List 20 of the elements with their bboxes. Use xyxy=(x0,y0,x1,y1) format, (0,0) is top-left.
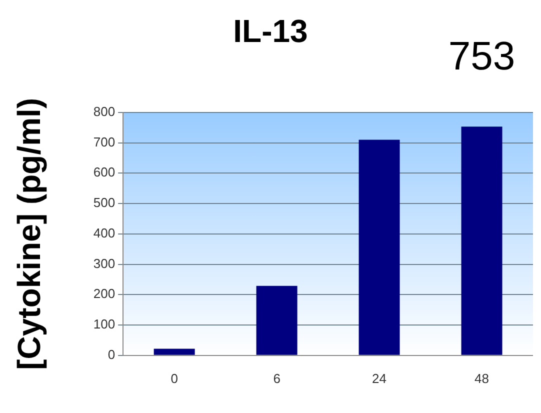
x-tick-label: 6 xyxy=(273,370,280,386)
bar xyxy=(358,140,400,355)
y-tick-label: 100 xyxy=(93,316,116,332)
annotation: 753 xyxy=(448,34,516,79)
y-tick-label: 0 xyxy=(108,346,116,362)
y-tick-label: 700 xyxy=(93,134,116,150)
y-tick-label: 200 xyxy=(93,286,116,302)
y-tick-label: 500 xyxy=(93,195,116,210)
x-tick-label: 48 xyxy=(474,370,489,386)
y-tick-label: 300 xyxy=(93,256,116,271)
y-tick-label: 400 xyxy=(93,225,116,240)
y-tick-label: 600 xyxy=(93,164,116,180)
x-tick-label: 24 xyxy=(372,370,387,386)
chart-title: IL-13 xyxy=(233,13,308,50)
bar xyxy=(256,286,298,355)
bar xyxy=(154,348,195,355)
bar xyxy=(461,126,502,355)
y-tick-label: 800 xyxy=(93,104,116,119)
y-axis-title: [Cytokine] (pg/ml) xyxy=(11,98,48,370)
x-tick-label: 0 xyxy=(170,370,178,386)
